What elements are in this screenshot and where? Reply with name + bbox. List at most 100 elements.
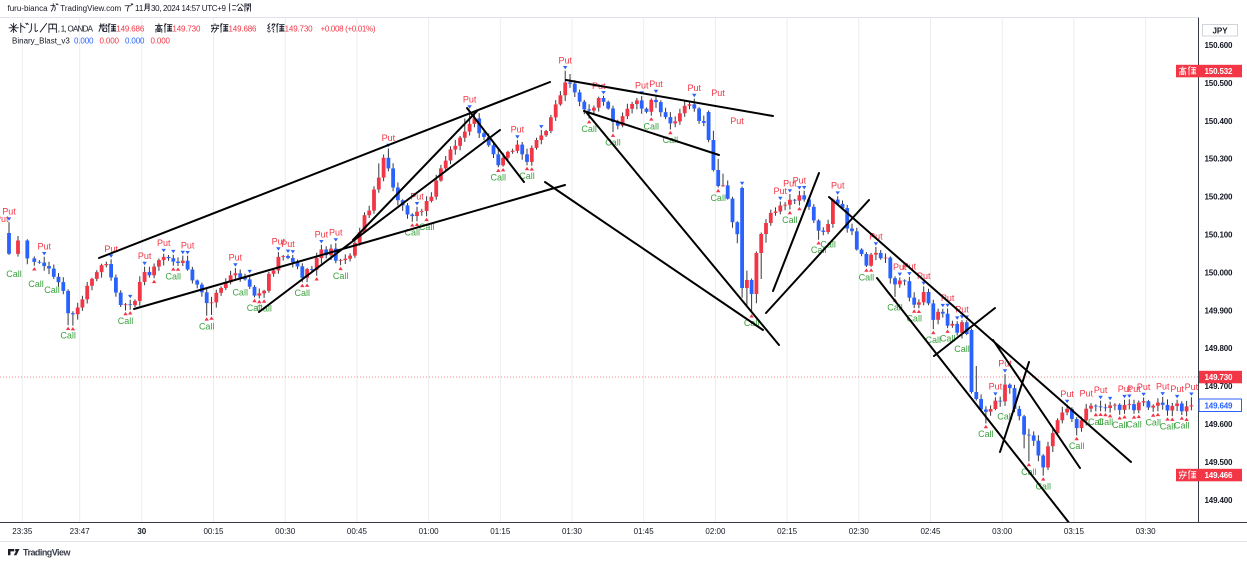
svg-text:149.700: 149.700 <box>1205 382 1234 391</box>
svg-text:149.686: 149.686 <box>116 25 145 34</box>
svg-text:Put: Put <box>1156 381 1170 391</box>
svg-text:Call: Call <box>997 411 1013 421</box>
svg-text:Call: Call <box>644 121 660 131</box>
svg-text:149.400: 149.400 <box>1205 496 1234 505</box>
svg-text:Call: Call <box>44 285 60 295</box>
svg-text:Put: Put <box>730 116 744 126</box>
svg-text:Put: Put <box>1118 384 1132 394</box>
svg-text:149.649: 149.649 <box>1205 401 1234 410</box>
svg-text:150.600: 150.600 <box>1205 41 1234 50</box>
svg-text:Put: Put <box>635 81 649 91</box>
svg-text:Put: Put <box>229 253 243 263</box>
svg-text:Call: Call <box>1112 420 1128 430</box>
svg-text:Call: Call <box>710 193 726 203</box>
svg-text:Put: Put <box>138 251 152 261</box>
svg-text:150.300: 150.300 <box>1205 155 1234 164</box>
svg-text:Call: Call <box>232 287 248 297</box>
svg-text:Call: Call <box>978 429 994 439</box>
svg-text:150.000: 150.000 <box>1205 268 1234 277</box>
svg-text:02:30: 02:30 <box>849 527 870 536</box>
svg-text:0.000: 0.000 <box>74 37 94 46</box>
svg-text:Call: Call <box>940 334 956 344</box>
svg-text:150.532: 150.532 <box>1205 67 1234 76</box>
svg-text:Put: Put <box>1185 382 1199 392</box>
svg-text:02:45: 02:45 <box>920 527 941 536</box>
svg-text:Call: Call <box>581 124 597 134</box>
svg-text:TradingView: TradingView <box>23 548 71 558</box>
svg-text:Call: Call <box>199 321 215 331</box>
svg-text:Put: Put <box>0 214 9 224</box>
svg-text:01:30: 01:30 <box>562 527 583 536</box>
svg-text:Put: Put <box>157 238 171 248</box>
svg-text:+0.008 (+0.01%): +0.008 (+0.01%) <box>321 25 376 34</box>
svg-text:00:45: 00:45 <box>347 527 368 536</box>
svg-text:Put: Put <box>649 79 663 89</box>
svg-text:0.000: 0.000 <box>100 37 120 46</box>
svg-text:23:47: 23:47 <box>70 527 91 536</box>
svg-text:Put: Put <box>558 55 572 65</box>
svg-text:Call: Call <box>887 302 903 312</box>
svg-text:Call: Call <box>605 138 621 148</box>
svg-text:150.200: 150.200 <box>1205 193 1234 202</box>
svg-text:Call: Call <box>60 331 76 341</box>
svg-text:149.686: 149.686 <box>229 25 258 34</box>
svg-text:Call: Call <box>906 314 922 324</box>
svg-text:Call: Call <box>954 344 970 354</box>
svg-text:00:30: 00:30 <box>275 527 296 536</box>
svg-text:Put: Put <box>272 237 286 247</box>
svg-text:Call: Call <box>1126 419 1142 429</box>
svg-text:, 1, OANDA: , 1, OANDA <box>58 25 94 34</box>
svg-text:150.100: 150.100 <box>1205 231 1234 240</box>
svg-text:Binary_Blast_v3: Binary_Blast_v3 <box>12 37 70 46</box>
svg-text:Put: Put <box>329 228 343 238</box>
svg-text:Put: Put <box>941 293 955 303</box>
svg-text:Call: Call <box>1098 417 1114 427</box>
svg-text:Put: Put <box>37 241 51 251</box>
svg-text:01:15: 01:15 <box>490 527 511 536</box>
svg-text:149.500: 149.500 <box>1205 458 1234 467</box>
svg-text:Call: Call <box>28 279 44 289</box>
svg-text:Put: Put <box>869 232 883 242</box>
svg-text:Put: Put <box>774 186 788 196</box>
svg-text:Call: Call <box>118 316 134 326</box>
svg-text:0.000: 0.000 <box>151 37 171 46</box>
svg-text:Put: Put <box>463 95 477 105</box>
svg-text:Put: Put <box>1060 389 1074 399</box>
svg-text:Put: Put <box>181 240 195 250</box>
svg-text:149.600: 149.600 <box>1205 420 1234 429</box>
svg-text:Call: Call <box>782 215 798 225</box>
svg-text:Put: Put <box>2 207 16 217</box>
svg-text:Put: Put <box>410 191 424 201</box>
svg-text:149.900: 149.900 <box>1205 306 1234 315</box>
svg-text:149.800: 149.800 <box>1205 344 1234 353</box>
svg-text:Call: Call <box>6 269 22 279</box>
svg-text:Call: Call <box>1160 421 1176 431</box>
svg-text:0.000: 0.000 <box>125 37 145 46</box>
svg-text:Put: Put <box>1079 388 1093 398</box>
svg-text:Call: Call <box>247 303 263 313</box>
svg-text:Call: Call <box>405 227 421 237</box>
svg-text:Put: Put <box>104 244 118 254</box>
svg-text:Put: Put <box>1170 384 1184 394</box>
svg-text:Put: Put <box>315 229 329 239</box>
svg-text:Call: Call <box>295 288 311 298</box>
svg-text:Call: Call <box>926 335 942 345</box>
svg-text:Put: Put <box>955 305 969 315</box>
svg-text:149.730: 149.730 <box>285 25 314 34</box>
svg-text:Put: Put <box>1094 385 1108 395</box>
svg-text:30: 30 <box>137 527 146 536</box>
svg-text:11: 11 <box>135 4 144 13</box>
svg-text:03:00: 03:00 <box>992 527 1013 536</box>
svg-text:Call: Call <box>811 245 827 255</box>
svg-text:149.730: 149.730 <box>1205 373 1234 382</box>
svg-text:02:00: 02:00 <box>705 527 726 536</box>
svg-text:Put: Put <box>989 382 1003 392</box>
svg-text:Call: Call <box>519 171 535 181</box>
svg-text:03:15: 03:15 <box>1064 527 1085 536</box>
svg-text:Call: Call <box>1145 417 1161 427</box>
svg-text:149.466: 149.466 <box>1205 471 1234 480</box>
svg-text:Call: Call <box>491 173 507 183</box>
svg-text:03:30: 03:30 <box>1136 527 1157 536</box>
svg-text:Call: Call <box>859 273 875 283</box>
svg-text:23:35: 23:35 <box>12 527 33 536</box>
